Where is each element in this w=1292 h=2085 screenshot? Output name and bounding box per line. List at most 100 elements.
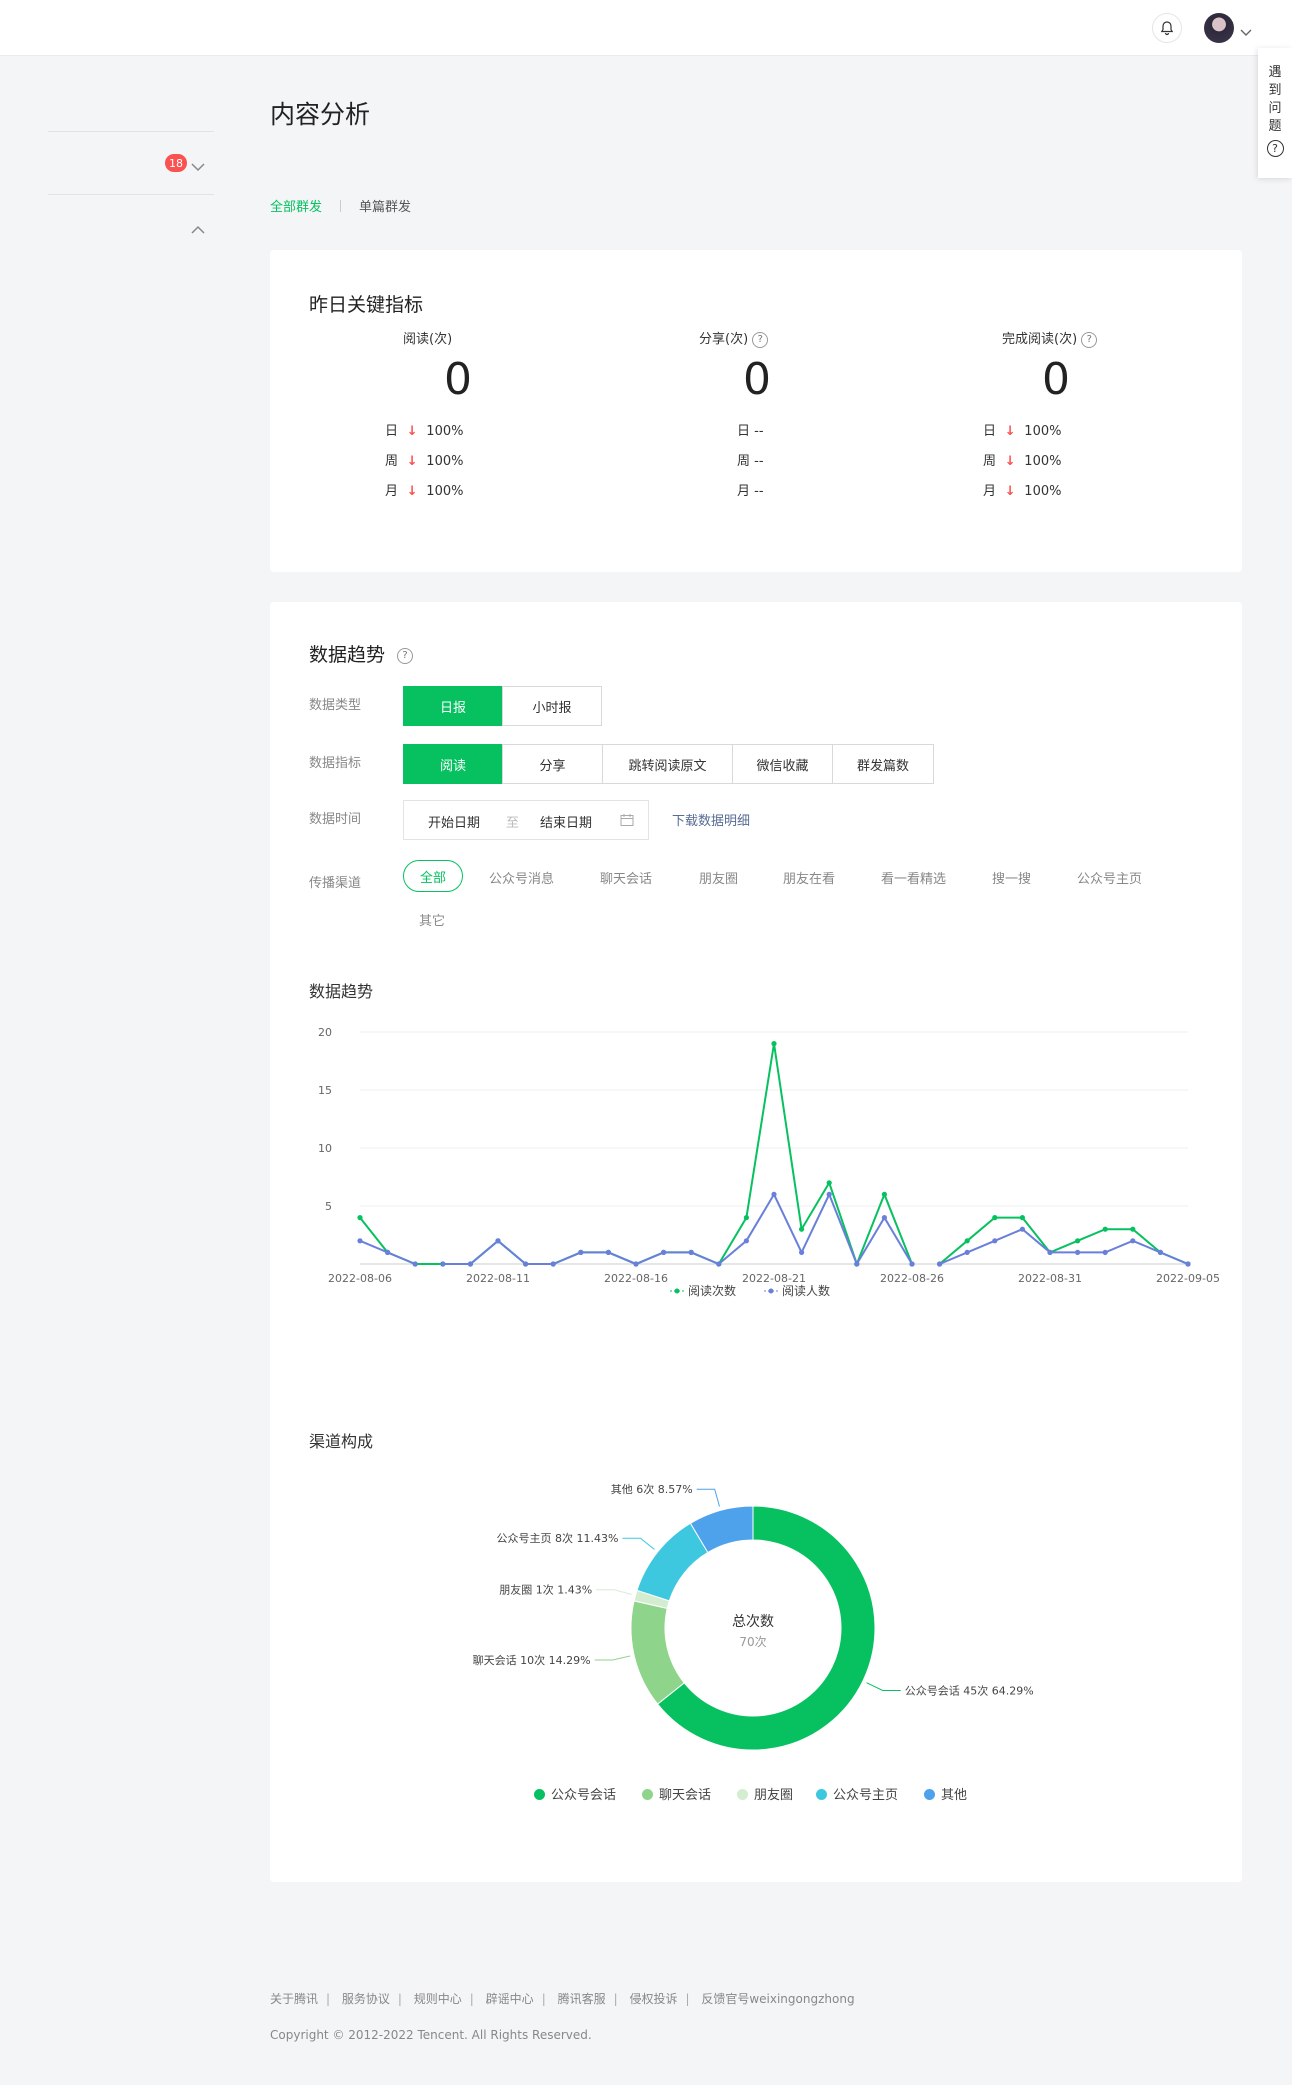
footer-link[interactable]: 关于腾讯 [270,1992,319,2006]
channel-chip-homepage[interactable]: 公众号主页 [1077,872,1143,887]
legend-dot [816,1789,827,1800]
metric-share-button[interactable]: 分享 [502,744,603,784]
channel-chip-moments[interactable]: 朋友圈 [699,872,739,887]
data-point [1019,1226,1025,1232]
download-link[interactable]: 下载数据明细 [672,814,751,829]
data-point [523,1261,529,1267]
data-point [743,1215,749,1221]
legend-item[interactable]: 其他 [924,1784,967,1803]
data-point [799,1226,805,1232]
end-date-input[interactable]: 结束日期 [540,816,593,831]
legend-item[interactable]: 公众号会话 [534,1784,616,1803]
channel-chip-other[interactable]: 其它 [419,914,446,929]
help-tab-char: 到 [1268,83,1282,98]
footer-link[interactable]: 侵权投诉 [629,1992,678,2006]
calendar-icon[interactable] [620,813,634,831]
x-tick-label: 2022-08-31 [1018,1272,1082,1285]
y-tick-label: 5 [325,1200,332,1213]
data-point [1019,1215,1025,1221]
chevron-down-icon[interactable] [1240,22,1252,41]
data-point [1102,1249,1108,1255]
metric-post-count-button[interactable]: 群发篇数 [832,744,934,784]
arrow-down-icon: ↓ [406,424,418,439]
data-trend-title-text: 数据趋势 [309,644,386,666]
channel-chip-chat[interactable]: 聊天会话 [600,872,653,887]
metric-favorite-button[interactable]: 微信收藏 [732,744,833,784]
kpi-value: 0 [1042,354,1070,405]
chevron-down-icon[interactable] [191,157,205,176]
slice-leader-line [696,1488,720,1507]
data-point [881,1215,888,1221]
kpi-row-month: 月 ↓ 100% [385,480,463,499]
kpi-label-text: 完成阅读(次) [1002,332,1078,347]
legend-item[interactable]: 聊天会话 [642,1784,711,1803]
help-tab[interactable]: 遇 到 问 题 ? [1258,48,1292,178]
legend-label: 聊天会话 [659,1788,712,1803]
arrow-down-icon: ↓ [1004,454,1016,469]
metric-jump-original-button[interactable]: 跳转阅读原文 [602,744,733,784]
line-chart: 5 10 15 20 2022-08-06 2022-08-11 2022-08-16 202… [318,1026,1220,1298]
change-value: 100% [1024,424,1062,439]
start-date-input[interactable]: 开始日期 [428,816,481,831]
footer-link[interactable]: 辟谣中心 [485,1992,534,2006]
content-tabs: 全部群发 单篇群发 [270,196,411,215]
legend-label: 朋友圈 [754,1788,794,1803]
avatar[interactable] [1204,13,1234,43]
channel-chip-official-message[interactable]: 公众号消息 [489,872,555,887]
y-tick-label: 10 [318,1142,332,1155]
data-point [771,1041,777,1047]
type-daily-button[interactable]: 日报 [403,686,503,726]
change-value: 100% [1024,484,1062,499]
type-hourly-button[interactable]: 小时报 [502,686,602,726]
legend-item[interactable]: 朋友圈 [737,1784,793,1803]
footer-link[interactable]: 腾讯客服 [557,1992,606,2006]
filter-label-time: 数据时间 [309,812,362,827]
channel-chip-friends-watching[interactable]: 朋友在看 [783,872,836,887]
footer-link[interactable]: 规则中心 [413,1992,462,2006]
kpi-label: 阅读(次) [403,332,453,347]
arrow-down-icon: ↓ [406,454,418,469]
data-point [1102,1226,1108,1232]
date-range-picker[interactable]: 开始日期 至 结束日期 [403,800,649,840]
x-tick-label: 2022-08-16 [604,1272,668,1285]
data-point [467,1261,473,1267]
series-line [359,1043,1189,1267]
channel-chip-all[interactable]: 全部 [403,860,463,892]
kpi-row-month: 月 ↓ 100% [983,480,1061,499]
period-label: 月 [737,484,751,499]
slice-leader-line [594,1655,631,1661]
slice-label: 公众号会话 45次 64.29% [905,1683,1034,1697]
channel-chip-top-stories[interactable]: 看一看精选 [881,872,947,887]
question-circle-icon[interactable]: ? [397,647,414,664]
slice-label: 朋友圈 1次 1.43% [499,1583,592,1597]
data-point [550,1261,556,1267]
range-separator: 至 [506,816,520,831]
data-point [1130,1238,1136,1244]
data-point [743,1238,749,1244]
data-point [826,1180,832,1186]
data-point [937,1261,943,1267]
help-tab-char: 问 [1268,101,1282,116]
question-circle-icon[interactable]: ? [1081,331,1098,348]
legend-item[interactable]: 公众号主页 [816,1784,898,1803]
channel-chip-search[interactable]: 搜一搜 [992,872,1032,887]
chevron-up-icon[interactable] [191,220,205,239]
x-tick-label: 2022-08-21 [742,1272,806,1285]
data-point [1047,1249,1053,1255]
period-label: 月 [983,484,997,499]
kpi-label: 完成阅读(次) ? [1002,328,1098,348]
tab-all-posts[interactable]: 全部群发 [270,200,323,215]
bell-icon[interactable] [1152,13,1182,43]
data-point [578,1249,584,1255]
kpi-row-day: 日 ↓ 100% [385,420,463,439]
question-circle-icon[interactable]: ? [752,331,769,348]
data-point [716,1261,722,1267]
period-label: 周 [737,454,751,469]
metric-read-button[interactable]: 阅读 [403,744,503,784]
footer-link[interactable]: 服务协议 [341,1992,390,2006]
data-point [688,1249,694,1255]
tab-single-post[interactable]: 单篇群发 [359,200,412,215]
data-point [771,1191,777,1197]
footer-link[interactable]: 反馈官号weixingongzhong [701,1992,855,2006]
data-point [633,1261,639,1267]
